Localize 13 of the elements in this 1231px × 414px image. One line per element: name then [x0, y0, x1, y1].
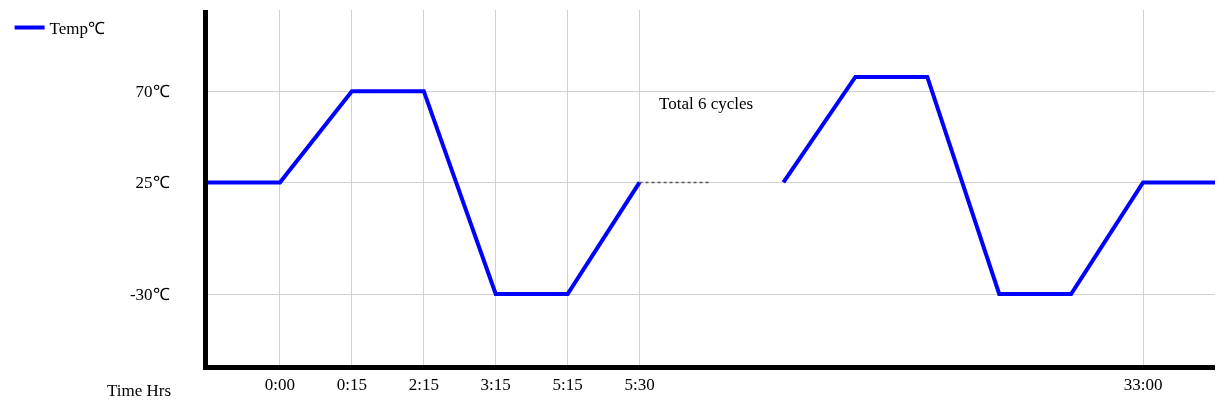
annotation: Total 6 cycles: [659, 94, 754, 113]
y-tick-label: -30℃: [129, 284, 170, 304]
x-tick-label: 5:15: [552, 375, 583, 395]
legend-label: Temp℃: [49, 19, 106, 39]
x-tick-label: 2:15: [408, 375, 439, 395]
y-tick-label: 25℃: [135, 173, 170, 193]
x-axis-title: Time Hrs: [107, 381, 172, 400]
y-tick-label: 70℃: [135, 82, 170, 102]
x-tick-label: 0:00: [264, 375, 296, 395]
x-tick-label: 5:30: [624, 375, 655, 395]
x-tick-label: 33:00: [1123, 375, 1163, 395]
x-tick-label: 0:15: [336, 375, 367, 395]
x-tick-label: 3:15: [480, 375, 511, 395]
